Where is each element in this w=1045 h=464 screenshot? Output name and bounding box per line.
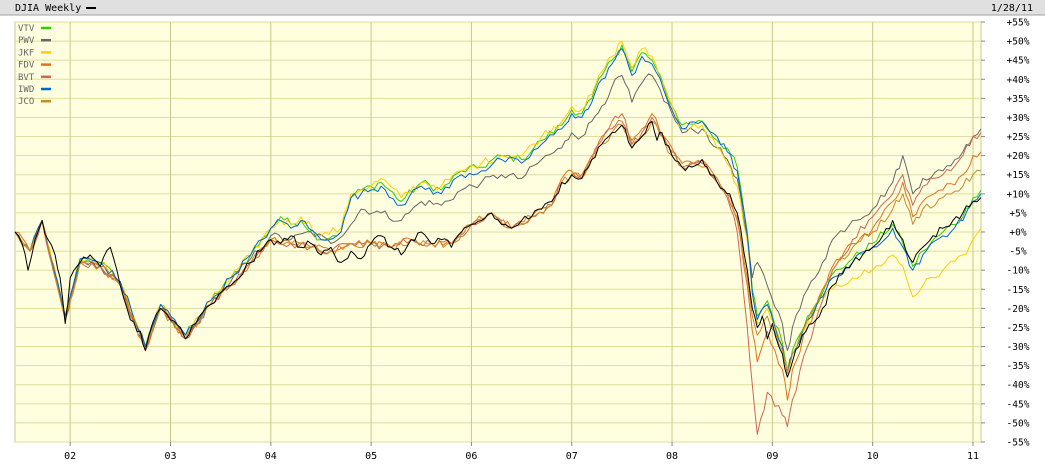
legend-label: FDV bbox=[18, 61, 35, 71]
y-tick-label: +45% bbox=[1007, 56, 1030, 67]
legend: VTV PWV JKF FDV BVT IWD JCO bbox=[18, 24, 51, 107]
x-tick-label: 10 bbox=[867, 451, 879, 462]
y-tick-label: +10% bbox=[1007, 189, 1030, 200]
y-tick-label: -40% bbox=[1007, 380, 1030, 391]
y-tick-label: +30% bbox=[1007, 113, 1030, 124]
series-line-jco bbox=[14, 120, 982, 374]
series-line-fdv bbox=[14, 113, 982, 401]
x-tick-label: 05 bbox=[365, 451, 377, 462]
y-tick-label: +15% bbox=[1007, 170, 1030, 181]
legend-label: JKF bbox=[18, 48, 34, 58]
x-tick-label: 09 bbox=[766, 451, 778, 462]
series-line-djia-weekly bbox=[14, 120, 982, 378]
legend-label: VTV bbox=[18, 24, 35, 34]
x-tick-label: 08 bbox=[666, 451, 678, 462]
y-tick-label: -30% bbox=[1007, 342, 1030, 353]
y-tick-label: -15% bbox=[1007, 285, 1030, 296]
x-axis: 02 03 04 05 06 07 08 09 10 11 bbox=[64, 442, 979, 462]
x-tick-label: 07 bbox=[566, 451, 578, 462]
y-tick-label: +40% bbox=[1007, 75, 1030, 86]
y-tick-label: -55% bbox=[1007, 438, 1030, 449]
y-tick-label: -20% bbox=[1007, 304, 1030, 315]
series-line-iwd bbox=[14, 48, 982, 374]
y-tick-label: +5% bbox=[1009, 208, 1026, 219]
legend-label: BVT bbox=[18, 73, 35, 83]
y-axis: +55% +50% +45% +40% +35% +30% +25% +20% +15% +10%… bbox=[981, 18, 1030, 449]
y-tick-label: -35% bbox=[1007, 361, 1030, 372]
y-tick-label: -5% bbox=[1009, 247, 1026, 258]
x-tick-label: 04 bbox=[265, 451, 277, 462]
series-lines bbox=[14, 40, 982, 435]
y-tick-label: +20% bbox=[1007, 151, 1030, 162]
y-tick-label: +50% bbox=[1007, 37, 1030, 48]
y-tick-label: +0% bbox=[1009, 228, 1026, 239]
chart-date: 1/28/11 bbox=[991, 3, 1033, 14]
y-tick-label: -45% bbox=[1007, 399, 1030, 410]
y-tick-label: +35% bbox=[1007, 94, 1030, 105]
y-tick-label: -10% bbox=[1007, 266, 1030, 277]
legend-label: PWV bbox=[18, 36, 35, 46]
chart-title: DJIA Weekly bbox=[15, 3, 81, 14]
header-bar bbox=[0, 0, 1045, 15]
y-tick-label: -50% bbox=[1007, 418, 1030, 429]
legend-label: IWD bbox=[18, 85, 34, 95]
y-tick-label: +55% bbox=[1007, 18, 1030, 29]
x-tick-label: 11 bbox=[967, 451, 979, 462]
y-tick-label: +25% bbox=[1007, 132, 1030, 143]
legend-label: JCO bbox=[18, 97, 34, 107]
x-tick-label: 02 bbox=[64, 451, 76, 462]
x-tick-label: 06 bbox=[465, 451, 477, 462]
x-tick-label: 03 bbox=[164, 451, 176, 462]
y-tick-label: -25% bbox=[1007, 323, 1030, 334]
